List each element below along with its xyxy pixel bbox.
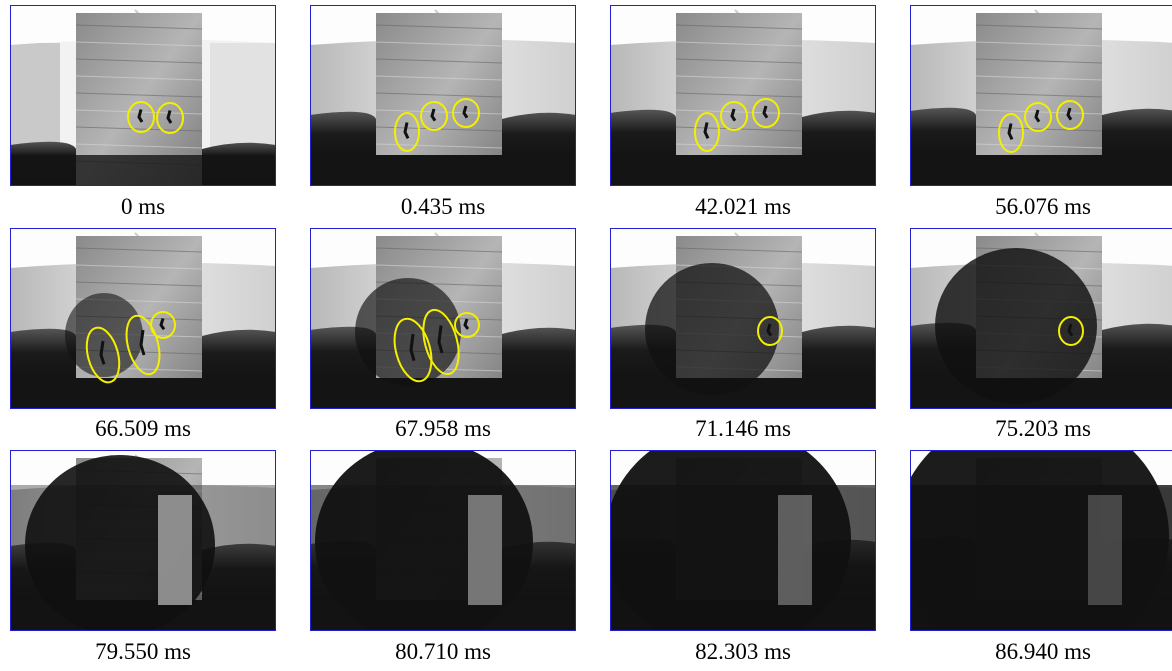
caption: 82.303 ms — [695, 639, 791, 664]
dark-base — [310, 155, 576, 186]
image-panel — [910, 228, 1172, 409]
image-panel — [895, 410, 1172, 662]
image — [10, 5, 276, 186]
shade — [10, 43, 60, 153]
damage — [355, 278, 461, 386]
remaining-slab — [1088, 495, 1122, 605]
damage — [935, 248, 1097, 404]
caption: 67.958 ms — [395, 416, 491, 441]
image-panel — [605, 425, 876, 653]
dark-base — [310, 378, 576, 409]
image-panel — [310, 5, 576, 186]
image-panel — [10, 228, 276, 409]
image — [910, 5, 1172, 186]
image — [10, 450, 276, 635]
caption: 66.509 ms — [95, 416, 191, 441]
image — [910, 228, 1172, 409]
caption: 0 ms — [121, 194, 165, 219]
image — [895, 410, 1172, 662]
remaining-slab — [778, 495, 812, 605]
caption: 56.076 ms — [995, 194, 1091, 219]
image-panel — [310, 440, 576, 644]
debris — [610, 485, 876, 631]
dark-base — [10, 155, 276, 186]
caption: 42.021 ms — [695, 194, 791, 219]
caption: 86.940 ms — [995, 639, 1091, 664]
image — [310, 228, 576, 409]
dark-base — [10, 378, 276, 409]
figure: 0 ms 0.435 ms 42.021 ms 56.076 ms 66.509 ms 6… — [0, 0, 1172, 671]
image — [605, 425, 876, 653]
image-panel — [910, 5, 1172, 186]
image — [310, 5, 576, 186]
image-panel — [10, 5, 276, 186]
image-panel — [610, 228, 876, 409]
debris — [910, 485, 1172, 631]
damage — [65, 293, 143, 377]
caption: 80.710 ms — [395, 639, 491, 664]
caption: 0.435 ms — [401, 194, 485, 219]
image — [10, 228, 276, 409]
image — [610, 5, 876, 186]
caption: 75.203 ms — [995, 416, 1091, 441]
shade — [210, 43, 276, 153]
remaining-slab — [158, 495, 192, 605]
caption: 79.550 ms — [95, 639, 191, 664]
image — [310, 440, 576, 644]
image-panel — [610, 5, 876, 186]
image — [610, 228, 876, 409]
remaining-slab — [468, 495, 502, 605]
debris — [310, 485, 576, 631]
debris — [10, 485, 276, 631]
dark-base — [610, 155, 876, 186]
image-panel — [10, 450, 276, 635]
dark-base — [910, 155, 1172, 186]
image-panel — [310, 228, 576, 409]
caption: 71.146 ms — [695, 416, 791, 441]
